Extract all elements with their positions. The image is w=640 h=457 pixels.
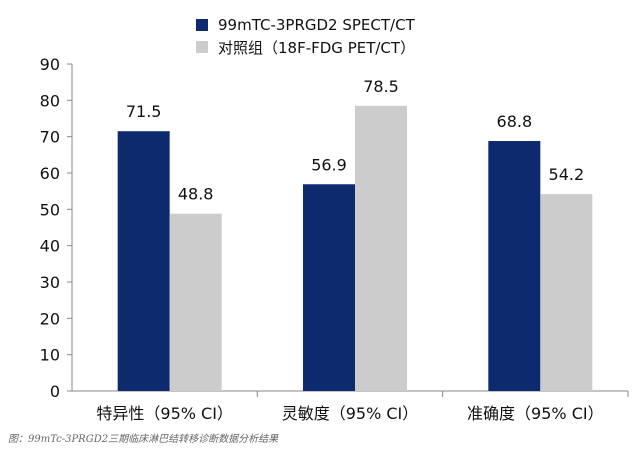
bar-s2-c3 xyxy=(540,194,593,391)
data-label-s2-c2: 78.5 xyxy=(363,77,399,96)
y-tick-label-1: 10 xyxy=(40,346,60,365)
bar-s1-c1 xyxy=(117,131,170,391)
y-tick-label-7: 70 xyxy=(40,128,60,147)
y-tick-label-8: 80 xyxy=(40,91,60,110)
legend-item-series-1: 99mTC-3PRGD2 SPECT/CT xyxy=(196,14,415,36)
y-tick-label-0: 0 xyxy=(50,382,60,401)
legend-label-series-2: 对照组（18F-FDG PET/CT） xyxy=(218,38,416,57)
legend-swatch-series-2 xyxy=(196,41,208,53)
y-tick-label-9: 90 xyxy=(40,55,60,74)
data-label-s2-c1: 48.8 xyxy=(178,185,214,204)
legend: 99mTC-3PRGD2 SPECT/CT 对照组（18F-FDG PET/CT… xyxy=(196,14,415,58)
data-label-s1-c2: 56.9 xyxy=(311,155,347,174)
data-label-s1-c3: 68.8 xyxy=(497,112,533,131)
legend-label-series-1: 99mTC-3PRGD2 SPECT/CT xyxy=(218,16,415,34)
y-tick-label-4: 40 xyxy=(40,237,60,256)
y-tick-label-6: 60 xyxy=(40,164,60,183)
legend-item-series-2: 对照组（18F-FDG PET/CT） xyxy=(196,36,415,58)
x-tick-label-1: 灵敏度（95% CI） xyxy=(282,404,419,423)
data-label-s2-c3: 54.2 xyxy=(549,165,585,184)
figure-caption: 图：99mTc-3PRGD2三期临床淋巴结转移诊断数据分析结果 xyxy=(8,434,279,445)
legend-swatch-series-1 xyxy=(196,19,208,31)
x-tick-label-2: 准确度（95% CI） xyxy=(467,404,604,423)
y-tick-label-3: 30 xyxy=(40,273,60,292)
bar-s2-c2 xyxy=(355,105,407,392)
bar-s1-c3 xyxy=(488,141,541,391)
bar-s1-c2 xyxy=(303,184,355,391)
x-tick-label-0: 特异性（95% CI） xyxy=(96,404,233,423)
data-label-s1-c1: 71.5 xyxy=(126,102,162,121)
bar-s2-c1 xyxy=(169,213,222,391)
y-tick-label-5: 50 xyxy=(40,200,60,219)
y-tick-label-2: 20 xyxy=(40,309,60,328)
